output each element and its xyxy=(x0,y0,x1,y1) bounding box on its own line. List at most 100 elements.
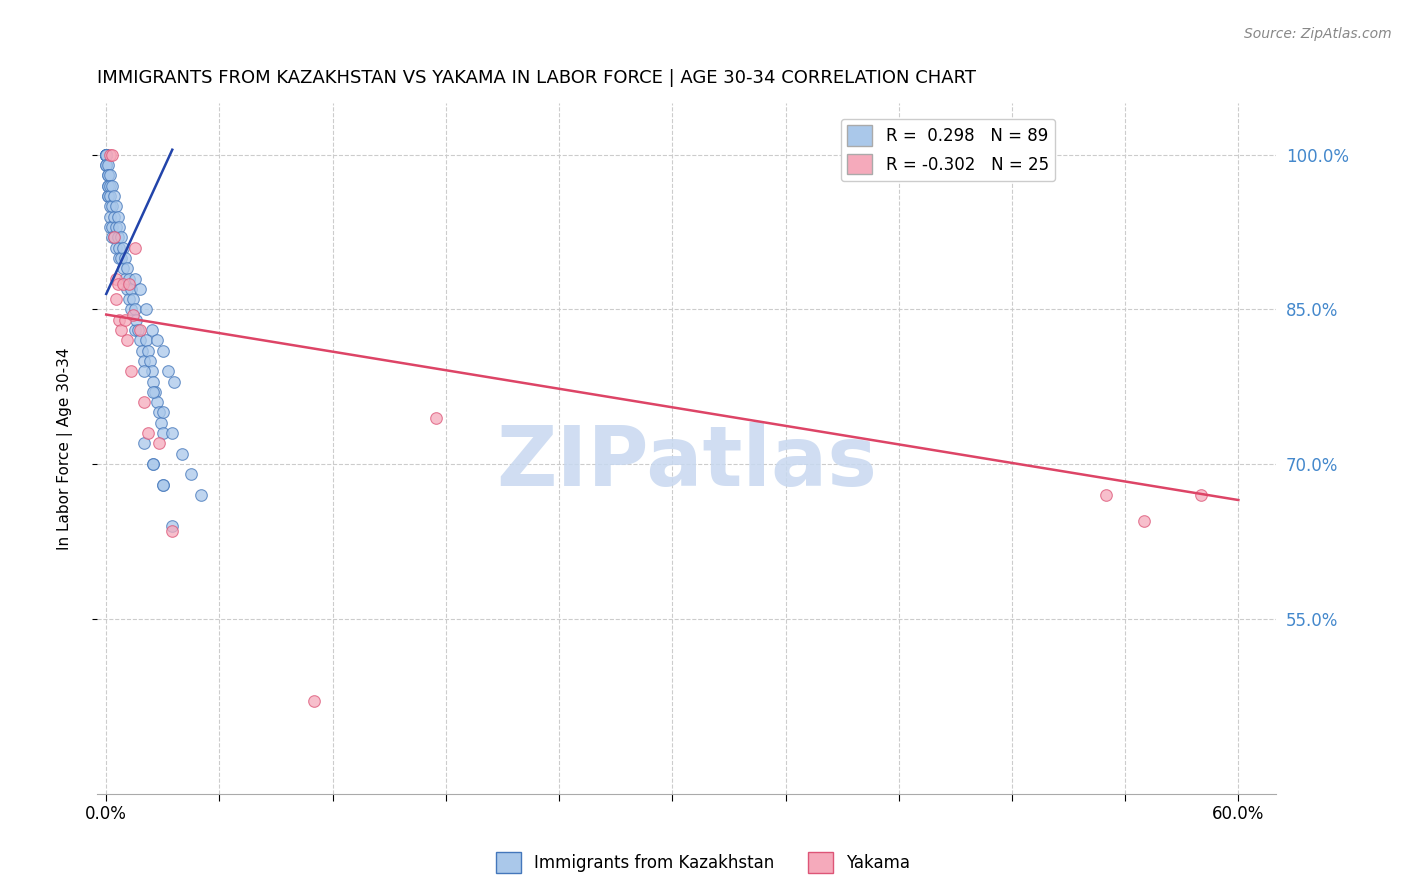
Point xyxy=(124,323,146,337)
Point xyxy=(136,425,159,440)
Point xyxy=(149,416,172,430)
Point xyxy=(101,230,124,244)
Point xyxy=(104,292,127,306)
Point xyxy=(104,219,127,234)
Point xyxy=(162,425,184,440)
Point xyxy=(114,251,136,265)
Text: ZIPatlas: ZIPatlas xyxy=(496,422,877,503)
Point xyxy=(1133,514,1156,528)
Point xyxy=(125,312,148,326)
Point xyxy=(124,302,146,317)
Point xyxy=(132,364,155,378)
Point xyxy=(96,148,118,162)
Point xyxy=(110,230,132,244)
Point xyxy=(114,312,136,326)
Point xyxy=(152,477,174,491)
Point xyxy=(143,384,166,399)
Point xyxy=(98,199,121,213)
Point xyxy=(104,241,127,255)
Point xyxy=(98,178,121,193)
Point xyxy=(129,334,152,348)
Point xyxy=(129,323,152,337)
Point xyxy=(129,282,152,296)
Point xyxy=(98,219,121,234)
Point xyxy=(96,148,118,162)
Point xyxy=(132,436,155,450)
Point xyxy=(107,210,129,224)
Point xyxy=(96,158,118,172)
Point xyxy=(118,277,141,291)
Point xyxy=(127,323,149,337)
Point xyxy=(120,302,142,317)
Point xyxy=(112,241,135,255)
Point xyxy=(96,148,118,162)
Point xyxy=(180,467,202,482)
Point xyxy=(138,354,160,368)
Point xyxy=(170,447,193,461)
Point xyxy=(112,277,135,291)
Point xyxy=(107,277,129,291)
Point xyxy=(136,343,159,358)
Point xyxy=(302,694,325,708)
Point xyxy=(98,210,121,224)
Point xyxy=(118,271,141,285)
Legend: R =  0.298   N = 89, R = -0.302   N = 25: R = 0.298 N = 89, R = -0.302 N = 25 xyxy=(841,119,1056,181)
Point xyxy=(1189,488,1212,502)
Point xyxy=(148,436,170,450)
Point xyxy=(135,302,157,317)
Point xyxy=(101,178,124,193)
Point xyxy=(141,323,163,337)
Point xyxy=(132,354,155,368)
Point xyxy=(101,148,124,162)
Point xyxy=(152,405,174,419)
Point xyxy=(115,282,138,296)
Point xyxy=(98,148,121,162)
Point xyxy=(103,230,125,244)
Point xyxy=(114,271,136,285)
Point xyxy=(162,518,184,533)
Point xyxy=(108,312,131,326)
Point xyxy=(97,178,120,193)
Point xyxy=(132,395,155,409)
Point xyxy=(108,251,131,265)
Point xyxy=(157,364,180,378)
Point xyxy=(97,178,120,193)
Legend: Immigrants from Kazakhstan, Yakama: Immigrants from Kazakhstan, Yakama xyxy=(489,846,917,880)
Point xyxy=(152,477,174,491)
Point xyxy=(120,364,142,378)
Point xyxy=(162,524,184,538)
Point xyxy=(142,375,165,389)
Point xyxy=(152,425,174,440)
Point xyxy=(108,219,131,234)
Point xyxy=(96,148,118,162)
Point xyxy=(110,323,132,337)
Point xyxy=(110,251,132,265)
Point xyxy=(97,189,120,203)
Point xyxy=(101,219,124,234)
Point xyxy=(142,457,165,471)
Point xyxy=(124,241,146,255)
Point xyxy=(121,292,143,306)
Point xyxy=(163,375,186,389)
Point xyxy=(96,148,118,162)
Point xyxy=(142,457,165,471)
Point xyxy=(98,189,121,203)
Point xyxy=(146,395,169,409)
Point xyxy=(425,410,447,425)
Point xyxy=(97,158,120,172)
Point xyxy=(97,169,120,183)
Text: IMMIGRANTS FROM KAZAKHSTAN VS YAKAMA IN LABOR FORCE | AGE 30-34 CORRELATION CHAR: IMMIGRANTS FROM KAZAKHSTAN VS YAKAMA IN … xyxy=(97,69,976,87)
Point xyxy=(118,292,141,306)
Point xyxy=(104,271,127,285)
Point xyxy=(104,199,127,213)
Point xyxy=(98,169,121,183)
Point xyxy=(120,282,142,296)
Point xyxy=(96,148,118,162)
Point xyxy=(96,148,118,162)
Point xyxy=(141,364,163,378)
Point xyxy=(101,199,124,213)
Point xyxy=(135,334,157,348)
Point xyxy=(108,241,131,255)
Point xyxy=(103,189,125,203)
Point xyxy=(131,343,153,358)
